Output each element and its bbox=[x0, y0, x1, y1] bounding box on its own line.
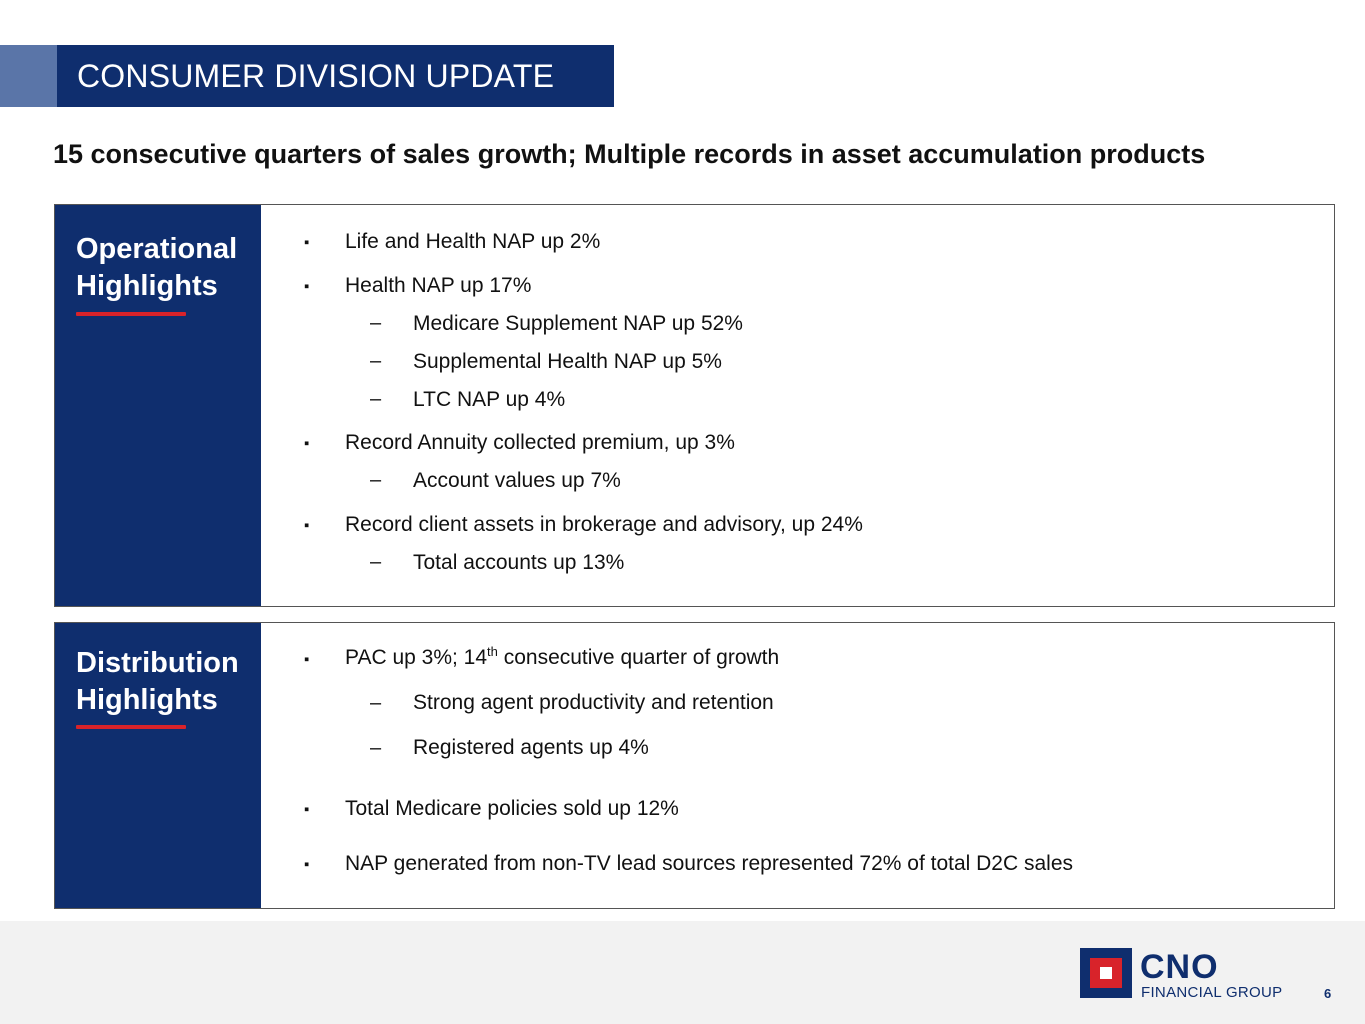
operational-highlights-panel: Operational Highlights ▪ Life and Health… bbox=[54, 204, 1335, 607]
list-item: Account values up 7% bbox=[413, 469, 621, 492]
list-item: Record client assets in brokerage and ad… bbox=[345, 513, 863, 536]
pac-text-end: consecutive quarter of growth bbox=[497, 646, 780, 669]
square-bullet-icon: ▪ bbox=[304, 856, 310, 873]
distribution-label-panel: Distribution Highlights bbox=[55, 623, 261, 908]
distribution-red-underline bbox=[76, 725, 186, 729]
list-item: Registered agents up 4% bbox=[413, 736, 649, 759]
slide-subtitle: 15 consecutive quarters of sales growth;… bbox=[53, 139, 1206, 169]
dash-bullet-icon: – bbox=[370, 551, 382, 573]
square-bullet-icon: ▪ bbox=[304, 651, 310, 668]
list-item: Supplemental Health NAP up 5% bbox=[413, 350, 722, 373]
pac-text-start: PAC up 3%; 14 bbox=[345, 646, 488, 669]
page-title: CONSUMER DIVISION UPDATE bbox=[77, 57, 555, 94]
square-bullet-icon: ▪ bbox=[304, 435, 310, 452]
square-bullet-icon: ▪ bbox=[304, 517, 310, 534]
distribution-label-line1: Distribution bbox=[76, 647, 239, 679]
operational-label-line2: Highlights bbox=[76, 270, 218, 302]
distribution-label: Distribution Highlights bbox=[76, 645, 239, 719]
square-bullet-icon: ▪ bbox=[304, 278, 310, 295]
list-item: NAP generated from non-TV lead sources r… bbox=[345, 852, 1074, 875]
dash-bullet-icon: – bbox=[370, 737, 382, 759]
operational-label-panel: Operational Highlights bbox=[55, 205, 261, 606]
pac-ordinal-suffix: th bbox=[487, 644, 498, 659]
dash-bullet-icon: – bbox=[370, 469, 382, 491]
list-item: Medicare Supplement NAP up 52% bbox=[413, 312, 743, 335]
operational-red-underline bbox=[76, 312, 186, 316]
title-bar: CONSUMER DIVISION UPDATE bbox=[57, 45, 614, 107]
dash-bullet-icon: – bbox=[370, 388, 382, 410]
cno-logo-inner-white bbox=[1100, 967, 1112, 979]
logo-subtitle: FINANCIAL GROUP bbox=[1141, 984, 1283, 1001]
list-item: LTC NAP up 4% bbox=[413, 388, 566, 411]
operational-label-line1: Operational bbox=[76, 233, 238, 265]
operational-label: Operational Highlights bbox=[76, 231, 237, 305]
list-item: Strong agent productivity and retention bbox=[413, 691, 774, 714]
list-item: Life and Health NAP up 2% bbox=[345, 230, 601, 253]
list-item: Record Annuity collected premium, up 3% bbox=[345, 431, 735, 454]
list-item: Total Medicare policies sold up 12% bbox=[345, 797, 679, 820]
square-bullet-icon: ▪ bbox=[304, 234, 310, 251]
list-item: Health NAP up 17% bbox=[345, 274, 532, 297]
footer-band bbox=[0, 921, 1365, 1024]
list-item-pac: PAC up 3%; 14th consecutive quarter of g… bbox=[345, 644, 780, 670]
dash-bullet-icon: – bbox=[370, 350, 382, 372]
square-bullet-icon: ▪ bbox=[304, 801, 310, 818]
title-accent-block bbox=[0, 45, 57, 107]
logo-wordmark: CNO bbox=[1140, 948, 1219, 986]
distribution-label-line2: Highlights bbox=[76, 684, 218, 716]
list-item: Total accounts up 13% bbox=[413, 551, 625, 574]
page-number: 6 bbox=[1324, 986, 1332, 1001]
dash-bullet-icon: – bbox=[370, 692, 382, 714]
distribution-highlights-panel: Distribution Highlights ▪ PAC up 3%; 14t… bbox=[54, 622, 1335, 909]
dash-bullet-icon: – bbox=[370, 312, 382, 334]
